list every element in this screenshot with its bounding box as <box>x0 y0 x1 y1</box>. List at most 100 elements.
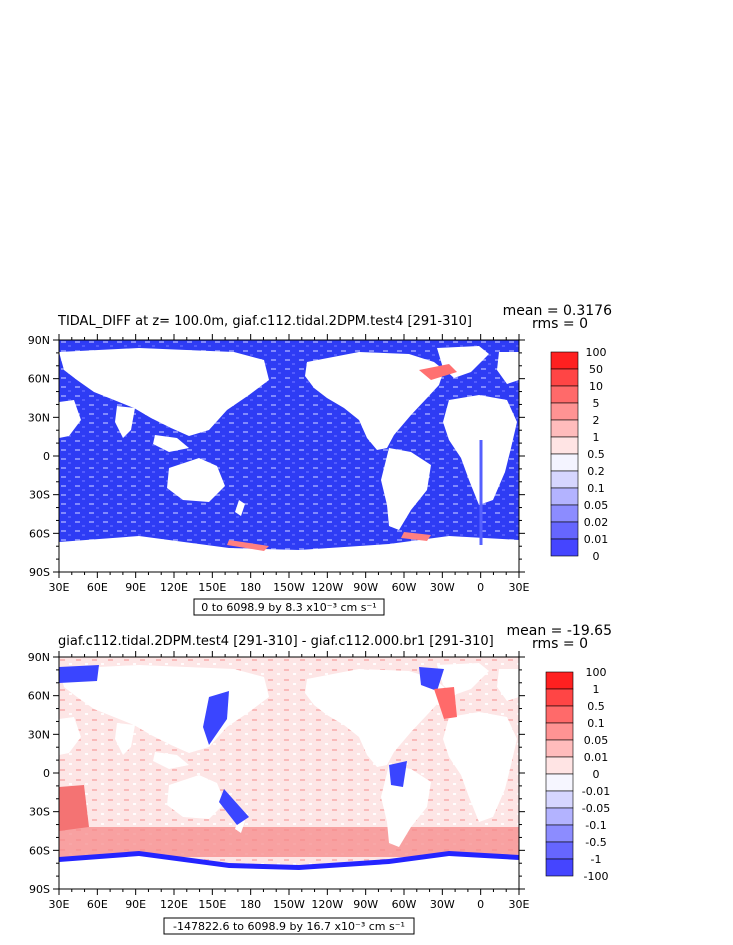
colorbar-label: 100 <box>586 666 607 679</box>
panel-2-x-axis: 30E 60E 90E 120E 150E 180 150W 120W 90W 60W 30W 0 30… <box>49 651 530 911</box>
panel-2: giaf.c112.tidal.2DPM.test4 [291-310] - g… <box>28 623 612 935</box>
colorbar-label: 0.05 <box>584 499 609 512</box>
colorbar-swatch <box>550 436 579 455</box>
y-tick-label: 30N <box>28 411 50 424</box>
x-tick-label: 60E <box>87 581 108 594</box>
panel-2-antarctic-edge <box>59 851 519 870</box>
panel-1-hotspot <box>419 364 457 380</box>
colorbar-swatch <box>550 368 579 387</box>
colorbar-label: -100 <box>584 870 609 883</box>
panel-1-hotspot <box>227 540 269 551</box>
panel-2-y-axis: 90N 60N 30N 0 30S 60S 90S <box>28 651 525 896</box>
colorbar-label: 0.05 <box>584 734 609 747</box>
colorbar-swatch <box>550 385 579 404</box>
y-tick-label: 0 <box>43 450 50 463</box>
y-tick-label: 60N <box>28 690 50 703</box>
panel-2-hotspot <box>59 785 89 831</box>
colorbar-label: 0.02 <box>584 516 609 529</box>
panel-2-map <box>59 657 519 889</box>
colorbar-label: 5 <box>593 397 600 410</box>
y-tick-label: 0 <box>43 767 50 780</box>
colorbar-label: 50 <box>589 363 603 376</box>
colorbar-label: 0.2 <box>587 465 605 478</box>
panel-1-map <box>59 340 519 572</box>
colorbar-swatch <box>550 402 579 421</box>
x-tick-label: 180 <box>240 581 261 594</box>
x-tick-label: 60W <box>392 898 417 911</box>
panel-2-title: giaf.c112.tidal.2DPM.test4 [291-310] - g… <box>58 634 494 649</box>
colorbar-label: 0.5 <box>587 700 605 713</box>
colorbar-swatch <box>545 807 574 826</box>
colorbar-label: 100 <box>586 346 607 359</box>
colorbar-swatch <box>550 504 579 523</box>
colorbar-swatch <box>545 858 574 877</box>
y-tick-label: 30S <box>29 806 50 819</box>
panel-1-hotspot <box>401 532 431 541</box>
panel-1-title: TIDAL_DIFF at z= 100.0m, giaf.c112.tidal… <box>57 314 472 329</box>
colorbar-label: -1 <box>591 853 602 866</box>
x-tick-label: 90E <box>125 581 146 594</box>
colorbar-label: -0.01 <box>582 785 610 798</box>
panel-2-colorbar: 100 1 0.5 0.1 0.05 0.01 0 -0.01 -0.05 -0.1 -0.5 -1 -… <box>545 666 610 883</box>
colorbar-label: 1 <box>593 431 600 444</box>
x-tick-label: 150W <box>273 898 305 911</box>
y-tick-label: 30N <box>28 728 50 741</box>
colorbar-label: -0.5 <box>585 836 606 849</box>
colorbar-swatch <box>545 722 574 741</box>
x-tick-label: 90E <box>125 898 146 911</box>
colorbar-swatch <box>545 688 574 707</box>
colorbar-label: 0.01 <box>584 751 609 764</box>
panel-2-mean: mean = -19.65 <box>507 623 612 639</box>
panel-2-coastal-blue <box>219 789 249 825</box>
y-tick-label: 30S <box>29 489 50 502</box>
colorbar-swatch <box>550 453 579 472</box>
panel-1: TIDAL_DIFF at z= 100.0m, giaf.c112.tidal… <box>28 303 612 616</box>
x-tick-label: 30E <box>509 581 530 594</box>
x-tick-label: 120W <box>311 898 343 911</box>
x-tick-label: 180 <box>240 898 261 911</box>
x-tick-label: 60E <box>87 898 108 911</box>
colorbar-label: 10 <box>589 380 603 393</box>
panel-1-mean: mean = 0.3176 <box>503 303 612 319</box>
panel-2-rms: rms = 0 <box>532 636 588 652</box>
x-tick-label: 30E <box>49 581 70 594</box>
colorbar-label: 0.1 <box>587 717 605 730</box>
colorbar-swatch <box>545 773 574 792</box>
x-tick-label: 30E <box>49 898 70 911</box>
colorbar-label: 0 <box>593 550 600 563</box>
colorbar-swatch <box>550 351 579 370</box>
colorbar-label: 2 <box>593 414 600 427</box>
colorbar-label: 1 <box>593 683 600 696</box>
colorbar-swatch <box>545 739 574 758</box>
x-tick-label: 150E <box>198 898 226 911</box>
y-tick-label: 60S <box>29 527 50 540</box>
y-tick-label: 90S <box>29 566 50 579</box>
x-tick-label: 150E <box>198 581 226 594</box>
panel-1-y-axis: 90N 60N 30N 0 30S 60S 90S <box>28 334 525 579</box>
colorbar-swatch <box>545 790 574 809</box>
colorbar-swatch <box>545 671 574 690</box>
x-tick-label: 120E <box>160 581 188 594</box>
y-tick-label: 90N <box>28 334 50 347</box>
y-tick-label: 60N <box>28 373 50 386</box>
x-tick-label: 30W <box>430 581 455 594</box>
y-tick-label: 90S <box>29 883 50 896</box>
colorbar-swatch <box>545 756 574 775</box>
panel-2-coastal-blue <box>59 665 99 683</box>
x-tick-label: 90W <box>353 898 378 911</box>
panel-2-hotspot <box>434 687 457 719</box>
panel-1-colorbar: 100 50 10 5 2 1 0.5 0.2 0.1 0.05 0.02 0.01 0 <box>550 346 609 563</box>
colorbar-label: 0 <box>593 768 600 781</box>
colorbar-swatch <box>545 841 574 860</box>
y-tick-label: 90N <box>28 651 50 664</box>
panel-1-rms: rms = 0 <box>532 316 588 332</box>
colorbar-label: -0.1 <box>585 819 606 832</box>
x-tick-label: 90W <box>353 581 378 594</box>
colorbar-label: 0.01 <box>584 533 609 546</box>
panel-1-range-box <box>193 598 385 616</box>
x-tick-label: 30W <box>430 898 455 911</box>
panel-2-coastal-blue <box>203 691 229 745</box>
colorbar-swatch <box>550 521 579 540</box>
x-tick-label: 0 <box>477 898 484 911</box>
colorbar-swatch <box>550 487 579 506</box>
